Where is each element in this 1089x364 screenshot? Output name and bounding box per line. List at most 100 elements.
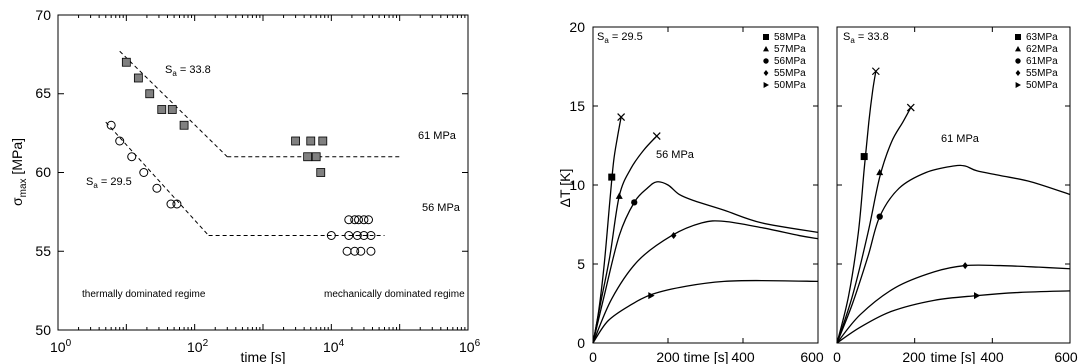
cross-stroke: [906, 103, 915, 112]
data-point: [139, 168, 149, 177]
data-point: [350, 215, 360, 225]
failure-cross: [652, 132, 661, 140]
legend-marker: [763, 46, 769, 52]
sa-label: Sa = 29.5: [597, 31, 643, 45]
curves: [836, 67, 1071, 344]
x-tick-label: 100: [50, 338, 72, 355]
data-point: [344, 215, 354, 225]
x-axis-label: time [s]: [240, 349, 285, 364]
data-point: [291, 136, 301, 146]
data-point: [344, 231, 354, 240]
x-axis-label: time [s]: [930, 349, 975, 364]
failure-cross: [906, 103, 915, 112]
series-curve: [836, 264, 1071, 344]
legend-label: 50MPa: [774, 80, 806, 91]
cross-stroke: [617, 113, 626, 121]
y-tick-label: 10: [569, 177, 585, 193]
series-curve: [836, 164, 1071, 344]
y-axis-label: σmax [MPa]: [9, 138, 29, 206]
series-curve: [836, 71, 877, 344]
sa-upper-label: Sa = 33.8: [165, 64, 211, 78]
y-tick-label: 60: [35, 164, 51, 180]
y-tick-label: 55: [35, 243, 51, 259]
x-tick-label: 600: [1054, 349, 1078, 364]
curves: [592, 113, 819, 344]
curve-56-label: 56 MPa: [656, 149, 695, 161]
data-point: [311, 152, 321, 162]
tick-marks: [592, 26, 819, 344]
y-tick-label: 0: [577, 335, 585, 351]
data-point: [350, 246, 360, 256]
series-marker: [860, 153, 868, 161]
legend-marker: [763, 58, 769, 64]
data-point: [303, 152, 313, 162]
data-point: [352, 231, 362, 240]
legend-marker: [1015, 70, 1021, 76]
series-marker: [876, 168, 884, 176]
y-tick-label: 5: [577, 256, 585, 272]
fit-line: [105, 121, 209, 236]
data-point: [121, 57, 131, 67]
legend-marker: [763, 34, 769, 40]
legend-marker: [1015, 46, 1021, 52]
legend-label: 50MPa: [1026, 80, 1058, 91]
failure-cross: [617, 113, 626, 121]
sa-lower-label: Sa = 29.5: [86, 176, 132, 190]
data-point: [326, 231, 336, 240]
series-curve: [592, 220, 819, 344]
x-tick-label: 104: [323, 338, 345, 355]
legend-label: 61MPa: [1026, 56, 1058, 67]
cross-stroke: [871, 67, 880, 76]
regime-left-label: thermally dominated regime: [82, 289, 206, 300]
curve-61-label: 61 MPa: [941, 133, 980, 145]
panel-2: 20 15 10 5 0 0 200 400 600 time [s] ΔT […: [557, 19, 824, 364]
series-curve: [592, 135, 658, 344]
data-point: [359, 231, 369, 240]
x-tick-label: 0: [833, 349, 841, 364]
legend-label: 55MPa: [774, 68, 806, 79]
series-curve: [836, 107, 912, 344]
data-point: [364, 215, 374, 225]
tick-marks: [57, 14, 469, 331]
legend-marker: [1015, 34, 1021, 40]
sa-label: Sa = 33.8: [843, 31, 889, 45]
x-tick-label: 106: [459, 338, 481, 355]
data-point: [354, 215, 364, 225]
failure-cross: [871, 67, 880, 76]
legend-marker: [1015, 58, 1021, 64]
y-tick-label: 15: [569, 98, 585, 114]
data-point: [167, 105, 177, 114]
x-tick-label: 400: [731, 349, 755, 364]
data-point: [133, 73, 143, 83]
legend-label: 63MPa: [1026, 32, 1058, 43]
data-point: [127, 152, 137, 162]
legend-marker: [763, 82, 769, 88]
series-marker: [962, 262, 968, 270]
data-point: [106, 120, 116, 130]
series-marker: [974, 292, 981, 300]
data-point: [306, 136, 316, 146]
series-marker: [631, 199, 638, 206]
x-tick-label: 0: [589, 349, 597, 364]
legend-label: 62MPa: [1026, 44, 1058, 55]
x-tick-label: 102: [187, 338, 209, 355]
data-point: [342, 246, 352, 256]
series-marker: [608, 173, 616, 181]
data-point: [366, 231, 376, 240]
y-tick-label: 20: [569, 19, 585, 35]
data-point: [172, 199, 182, 209]
data-points: [106, 57, 376, 256]
legend-marker: [763, 70, 769, 76]
legend-label: 55MPa: [1026, 68, 1058, 79]
legend-marker: [1015, 82, 1021, 88]
data-point: [356, 246, 366, 256]
data-point: [359, 215, 369, 225]
data-point: [366, 246, 376, 256]
series-curve: [836, 290, 1071, 344]
x-tick-label: 200: [656, 349, 680, 364]
series-marker: [615, 192, 623, 199]
legend-label: 57MPa: [774, 44, 806, 55]
